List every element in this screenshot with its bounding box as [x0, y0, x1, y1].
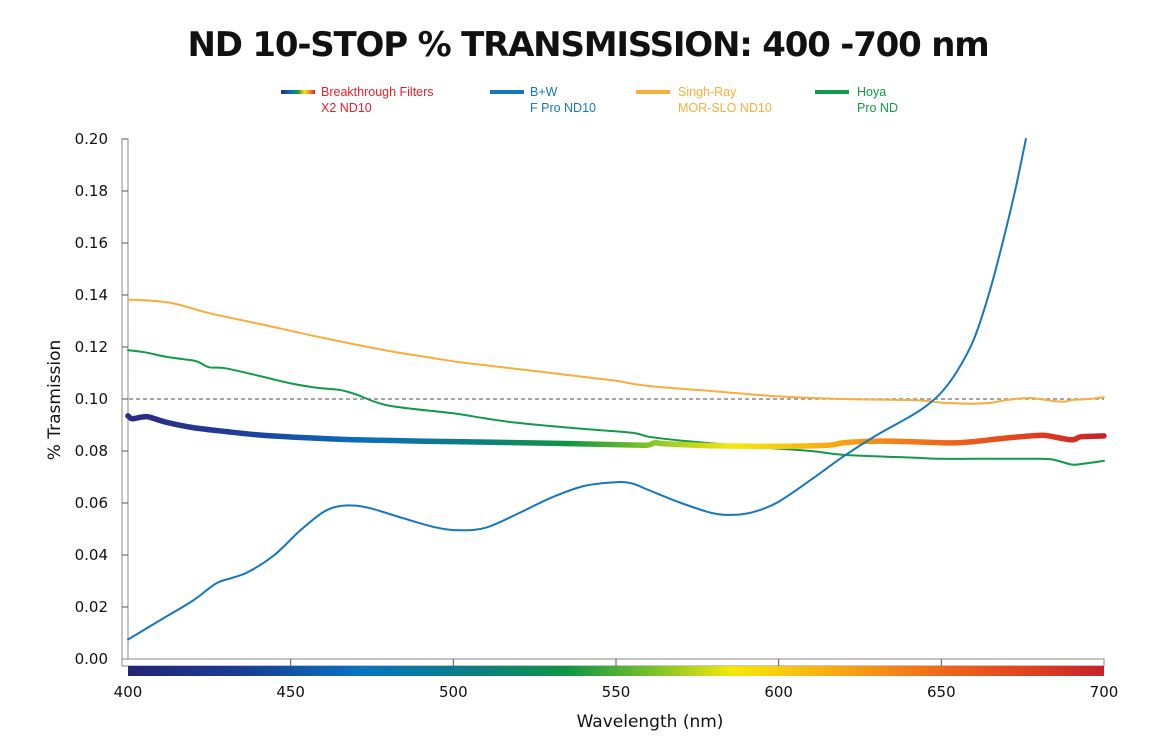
- y-tick-label: 0.14: [75, 286, 108, 304]
- legend-item-singh-ray: Singh-Ray MOR-SLO ND10: [636, 85, 772, 115]
- x-tick-label: 400: [114, 683, 143, 701]
- legend-label-breakthrough-line1: Breakthrough Filters: [321, 85, 434, 99]
- x-tick-label: 550: [602, 683, 631, 701]
- series-line-singh-ray: [127, 298, 1105, 405]
- legend-label-hoya-line2: Pro ND: [857, 101, 898, 115]
- legend-label-breakthrough-line2: X2 ND10: [321, 101, 372, 115]
- y-tick-label: 0.16: [75, 234, 108, 252]
- x-axis-label: Wavelength (nm): [577, 712, 724, 732]
- series-line-hoya: [127, 349, 1105, 466]
- y-tick-label: 0.06: [75, 494, 108, 512]
- series-line-bw: [127, 138, 1027, 641]
- legend: Breakthrough Filters X2 ND10 B+W F Pro N…: [281, 85, 898, 115]
- legend-item-bw: B+W F Pro ND10: [490, 85, 596, 115]
- series-lines: [125, 138, 1107, 641]
- legend-swatch-hoya: [815, 90, 849, 94]
- legend-label-singh-ray-line2: MOR-SLO ND10: [678, 101, 772, 115]
- x-tick-label: 450: [276, 683, 305, 701]
- y-tick-label: 0.00: [75, 650, 108, 668]
- y-tick-label: 0.10: [75, 390, 108, 408]
- x-tick-label: 650: [927, 683, 956, 701]
- y-axis-label: % Trasmission: [45, 340, 65, 461]
- y-tick-label: 0.20: [75, 130, 108, 148]
- x-tick-label: 700: [1090, 683, 1119, 701]
- x-ticks: 400 450 500 550 600 650 700: [114, 659, 1119, 701]
- y-tick-label: 0.02: [75, 598, 108, 616]
- legend-swatch-singh-ray: [636, 90, 670, 94]
- legend-label-singh-ray-line1: Singh-Ray: [678, 85, 737, 99]
- legend-item-hoya: Hoya Pro ND: [815, 85, 898, 115]
- spectrum-bar: [128, 666, 1104, 676]
- legend-swatch-breakthrough: [281, 90, 315, 94]
- legend-label-hoya-line1: Hoya: [857, 85, 886, 99]
- series-line-breakthrough: [125, 413, 1107, 450]
- y-tick-label: 0.18: [75, 182, 108, 200]
- legend-item-breakthrough: Breakthrough Filters X2 ND10: [281, 85, 434, 115]
- y-ticks: 0.00 0.02 0.04 0.06 0.08 0.10 0.12 0.14 0.16 0.18…: [75, 130, 128, 668]
- y-tick-label: 0.12: [75, 338, 108, 356]
- chart-title: ND 10-STOP % TRANSMISSION: 400 -700 nm: [188, 25, 989, 65]
- y-tick-label: 0.08: [75, 442, 108, 460]
- x-tick-label: 600: [764, 683, 793, 701]
- legend-label-bw-line1: B+W: [530, 85, 558, 99]
- x-tick-label: 500: [439, 683, 468, 701]
- x-axis-bar: [121, 658, 1105, 667]
- legend-label-bw-line2: F Pro ND10: [530, 101, 596, 115]
- legend-swatch-bw: [490, 90, 524, 94]
- y-tick-label: 0.04: [75, 546, 108, 564]
